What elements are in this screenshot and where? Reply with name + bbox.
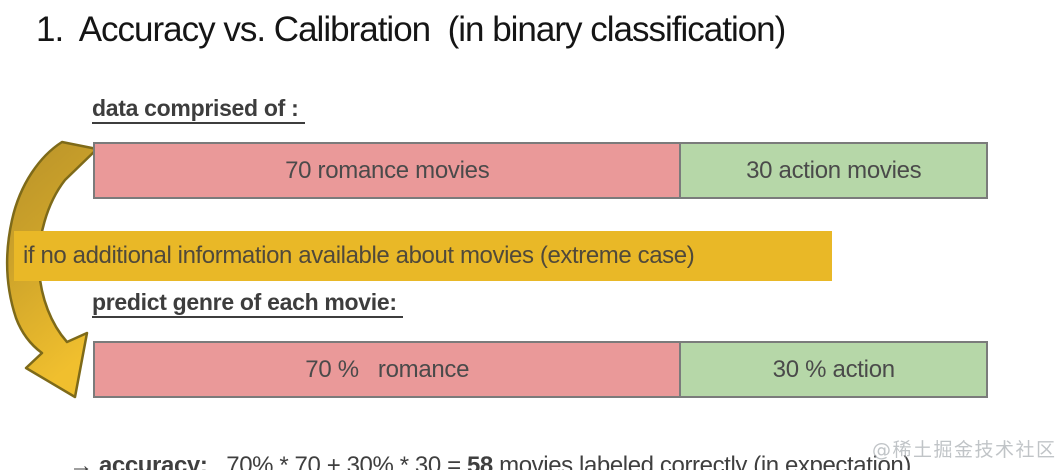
action-segment: 30 action movies [679, 144, 986, 197]
action-prediction-segment: 30 % action [679, 343, 986, 396]
slide-title: 1. Accuracy vs. Calibration (in binary c… [36, 10, 786, 49]
romance-segment: 70 romance movies [95, 144, 680, 197]
accuracy-suffix: movies labeled correctly (in expectation… [492, 452, 911, 470]
arrow-glyph: → [69, 452, 99, 470]
romance-prediction-label: 70 % romance [305, 355, 470, 383]
accuracy-formula: 70% * 70 + 30% * 30 = [207, 452, 467, 470]
romance-segment-label: 70 romance movies [285, 156, 490, 184]
accuracy-result: 58 [467, 453, 493, 470]
data-comprised-heading-text: data comprised of : [92, 95, 305, 124]
data-composition-bar: 70 romance movies 30 action movies [93, 142, 988, 199]
data-comprised-heading: data comprised of : [92, 95, 305, 124]
watermark: @稀土掘金技术社区 [872, 439, 1057, 461]
accuracy-conclusion-line: → accuracy: 70% * 70 + 30% * 30 = 58 mov… [44, 424, 911, 470]
accuracy-label: accuracy: [99, 453, 208, 470]
romance-prediction-segment: 70 % romance [95, 343, 680, 396]
action-prediction-label: 30 % action [772, 355, 895, 383]
predict-genre-heading-text: predict genre of each movie: [92, 289, 403, 318]
extreme-case-callout-text: if no additional information available a… [23, 242, 695, 269]
extreme-case-callout: if no additional information available a… [14, 231, 832, 281]
predict-genre-heading: predict genre of each movie: [92, 289, 403, 318]
action-segment-label: 30 action movies [746, 156, 922, 184]
prediction-bar: 70 % romance 30 % action [93, 341, 988, 398]
